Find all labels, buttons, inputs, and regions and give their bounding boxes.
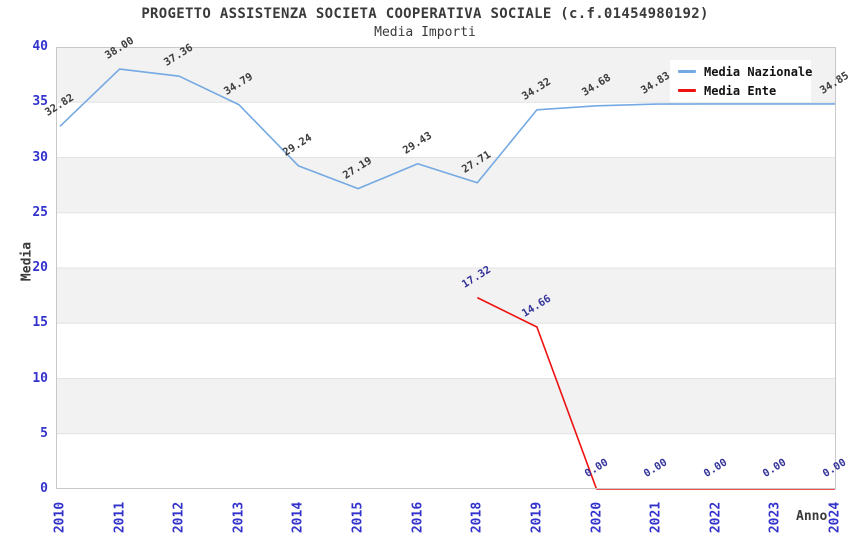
x-tick-label: 2011: [112, 501, 128, 534]
grid-band: [56, 323, 836, 379]
legend-item-media-ente: Media Ente: [678, 84, 811, 98]
plot-area: [56, 47, 836, 490]
y-tick-label: 15: [32, 315, 48, 331]
media-nazionale-line: [59, 68, 835, 190]
x-tick-label: 2018: [469, 501, 485, 534]
legend-label: Media Nazionale: [704, 64, 813, 79]
x-tick-label: 2012: [171, 501, 187, 534]
grid-band: [56, 157, 836, 213]
grid-band: [56, 268, 836, 324]
grid-band: [56, 102, 836, 158]
y-tick-label: 5: [40, 425, 48, 441]
x-tick-label: 2019: [529, 501, 545, 534]
y-tick-label: 30: [32, 149, 48, 165]
y-tick-label: 20: [32, 260, 48, 275]
x-tick-label: 2022: [708, 501, 724, 534]
y-tick-label: 25: [32, 204, 48, 220]
legend: Media Nazionale Media Ente: [670, 60, 813, 102]
y-axis-title: Media: [19, 241, 35, 282]
x-tick-label: 2021: [648, 501, 664, 534]
y-tick-label: 40: [32, 39, 48, 54]
grid-band: [56, 212, 836, 268]
x-tick-label: 2024: [827, 501, 843, 534]
legend-label: Media Ente: [704, 83, 777, 98]
y-tick-label: 10: [32, 370, 48, 386]
x-tick-label: 2014: [290, 501, 306, 534]
plot-border: [56, 47, 836, 489]
x-tick-label: 2015: [350, 501, 366, 534]
x-tick-label: 2013: [231, 501, 247, 534]
y-tick-label: 0: [40, 481, 48, 496]
grid-band: [56, 433, 836, 489]
y-tick-label: 35: [32, 94, 48, 110]
grid-band: [56, 378, 836, 434]
x-tick-label: 2023: [767, 501, 783, 534]
chart-title: PROGETTO ASSISTENZA SOCIETA COOPERATIVA …: [141, 6, 709, 22]
chart-subtitle: Media Importi: [374, 25, 476, 40]
x-tick-label: 2016: [410, 501, 426, 534]
media-ente-line-swatch: [678, 89, 696, 92]
x-tick-label: 2020: [589, 501, 605, 534]
x-axis-title: Anno: [796, 509, 828, 524]
x-tick-label: 2010: [52, 501, 68, 534]
legend-item-media-nazionale: Media Nazionale: [678, 64, 813, 79]
media-nazionale-line-swatch: [678, 70, 696, 73]
